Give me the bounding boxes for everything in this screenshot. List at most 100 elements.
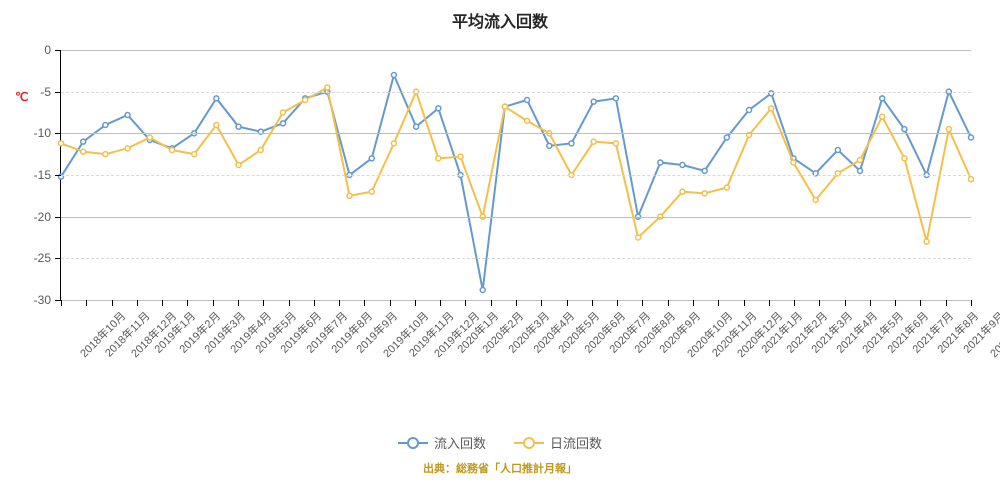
series-marker <box>724 135 729 140</box>
series-marker <box>902 156 907 161</box>
x-tick <box>415 300 416 306</box>
series-marker <box>125 113 130 118</box>
x-tick <box>744 300 745 306</box>
series-marker <box>280 121 285 126</box>
series-marker <box>613 96 618 101</box>
series-marker <box>436 106 441 111</box>
y-tick-label: -5 <box>40 85 51 99</box>
series-marker <box>436 156 441 161</box>
series-marker <box>813 198 818 203</box>
series-marker <box>902 127 907 132</box>
x-tick <box>112 300 113 306</box>
series-marker <box>880 96 885 101</box>
x-tick <box>718 300 719 306</box>
x-tick <box>61 300 62 306</box>
y-tick-label: -10 <box>34 126 51 140</box>
x-tick <box>187 300 188 306</box>
x-tick <box>289 300 290 306</box>
legend-marker-icon <box>407 437 419 449</box>
x-tick <box>920 300 921 306</box>
x-tick <box>465 300 466 306</box>
series-marker <box>480 288 485 293</box>
series-marker <box>680 189 685 194</box>
chart-caption: 出典：総務省「人口推計月報」 <box>0 460 1000 476</box>
x-tick <box>895 300 896 306</box>
legend-swatch <box>514 442 544 444</box>
series-marker <box>969 177 974 182</box>
series-marker <box>724 185 729 190</box>
x-tick <box>364 300 365 306</box>
series-marker <box>458 154 463 159</box>
series-marker <box>769 106 774 111</box>
series-marker <box>924 239 929 244</box>
x-tick <box>642 300 643 306</box>
gridline <box>61 258 971 259</box>
series-marker <box>858 158 863 163</box>
series-marker <box>946 127 951 132</box>
y-tick-label: -15 <box>34 168 51 182</box>
x-tick <box>86 300 87 306</box>
series-marker <box>591 99 596 104</box>
series-marker <box>103 123 108 128</box>
gridline <box>61 92 971 93</box>
y-tick <box>55 133 61 134</box>
x-tick <box>668 300 669 306</box>
x-tick <box>339 300 340 306</box>
series-marker <box>103 152 108 157</box>
y-axis-label: ℃ <box>15 90 28 104</box>
y-tick <box>55 175 61 176</box>
series-marker <box>525 118 530 123</box>
legend: 流入回数 日流回数 <box>0 432 1000 453</box>
series-marker <box>791 160 796 165</box>
series-marker <box>147 135 152 140</box>
series-marker <box>702 191 707 196</box>
series-marker <box>702 168 707 173</box>
series-marker <box>214 96 219 101</box>
y-tick <box>55 258 61 259</box>
series-marker <box>236 163 241 168</box>
series-marker <box>680 163 685 168</box>
y-tick <box>55 50 61 51</box>
y-tick <box>55 217 61 218</box>
gridline <box>61 217 971 218</box>
series-marker <box>835 148 840 153</box>
series-line <box>61 88 971 242</box>
legend-label: 日流回数 <box>550 433 602 452</box>
gridline <box>61 133 971 134</box>
legend-marker-icon <box>523 437 535 449</box>
x-tick <box>314 300 315 306</box>
x-tick <box>870 300 871 306</box>
series-marker <box>369 156 374 161</box>
x-tick <box>213 300 214 306</box>
chart-title: 平均流入回数 <box>0 8 1000 32</box>
legend-item: 流入回数 <box>398 433 486 452</box>
gridline <box>61 50 971 51</box>
x-tick <box>238 300 239 306</box>
line-chart: 平均流入回数 ℃ 0-5-10-15-20-25-302018年10月2018年… <box>0 0 1000 500</box>
legend-label: 流入回数 <box>434 433 486 452</box>
x-tick <box>390 300 391 306</box>
x-tick <box>491 300 492 306</box>
series-marker <box>81 139 86 144</box>
x-tick <box>769 300 770 306</box>
series-marker <box>325 85 330 90</box>
series-marker <box>636 235 641 240</box>
x-tick <box>440 300 441 306</box>
legend-swatch <box>398 442 428 444</box>
series-marker <box>747 108 752 113</box>
x-tick <box>541 300 542 306</box>
series-marker <box>125 146 130 151</box>
series-marker <box>525 98 530 103</box>
y-tick-label: 0 <box>44 43 51 57</box>
series-marker <box>280 110 285 115</box>
series-marker <box>391 73 396 78</box>
x-tick <box>162 300 163 306</box>
x-tick <box>137 300 138 306</box>
series-marker <box>969 135 974 140</box>
series-marker <box>613 141 618 146</box>
series-marker <box>569 141 574 146</box>
series-marker <box>391 141 396 146</box>
series-marker <box>591 139 596 144</box>
series-marker <box>347 193 352 198</box>
x-tick <box>516 300 517 306</box>
